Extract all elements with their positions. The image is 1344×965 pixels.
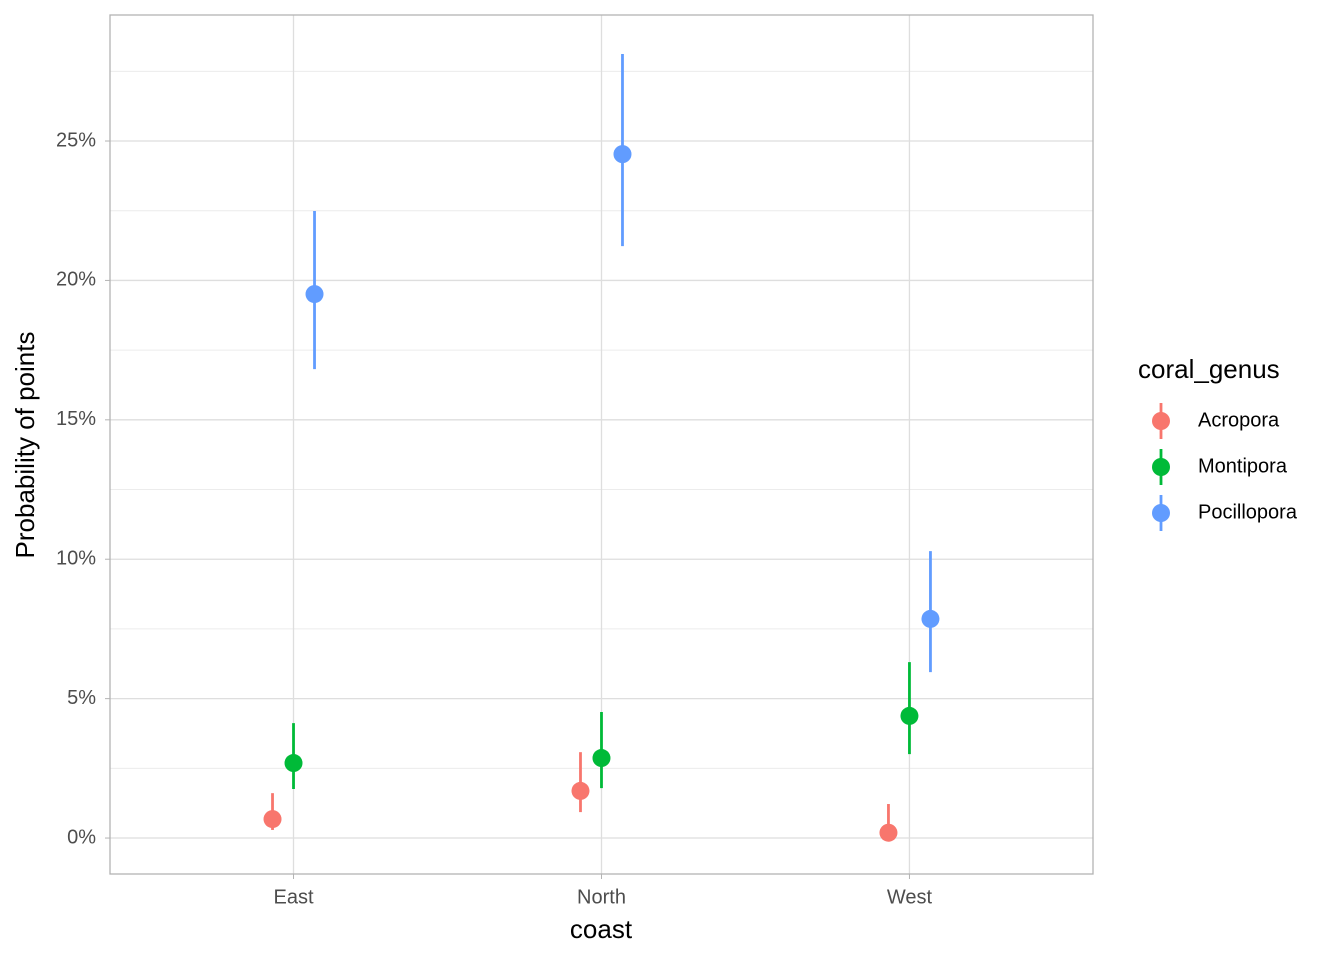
y-tick-label: 25% xyxy=(56,129,96,151)
legend-key-point xyxy=(1152,412,1170,430)
legend-key-point xyxy=(1152,504,1170,522)
legend-label: Pocillopora xyxy=(1198,501,1298,523)
point xyxy=(284,754,303,773)
y-tick-label: 20% xyxy=(56,269,96,291)
point xyxy=(613,145,632,164)
y-tick-label: 5% xyxy=(67,687,96,709)
x-axis-title: coast xyxy=(570,914,633,944)
legend-title: coral_genus xyxy=(1138,354,1280,384)
point xyxy=(900,706,919,725)
point xyxy=(263,810,282,829)
x-tick-label: North xyxy=(577,886,626,908)
x-tick-label: West xyxy=(887,886,933,908)
y-axis-title: Probability of points xyxy=(10,332,40,559)
legend-key-point xyxy=(1152,458,1170,476)
legend-label: Montipora xyxy=(1198,455,1288,477)
y-tick-label: 10% xyxy=(56,548,96,570)
x-tick-label: East xyxy=(274,886,314,908)
point xyxy=(921,609,940,628)
point xyxy=(571,781,590,800)
y-tick-label: 15% xyxy=(56,408,96,430)
y-tick-label: 0% xyxy=(67,826,96,848)
point xyxy=(305,285,324,304)
panel-border xyxy=(109,14,1094,875)
legend-label: Acropora xyxy=(1198,409,1280,431)
point xyxy=(592,749,611,768)
point xyxy=(879,823,898,842)
